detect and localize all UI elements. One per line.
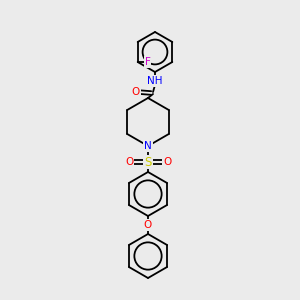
- Text: S: S: [144, 155, 152, 169]
- Text: O: O: [132, 87, 140, 97]
- Text: O: O: [125, 157, 133, 167]
- Text: O: O: [163, 157, 171, 167]
- Text: F: F: [145, 57, 151, 67]
- Text: NH: NH: [147, 76, 163, 86]
- Text: O: O: [144, 220, 152, 230]
- Text: N: N: [144, 141, 152, 151]
